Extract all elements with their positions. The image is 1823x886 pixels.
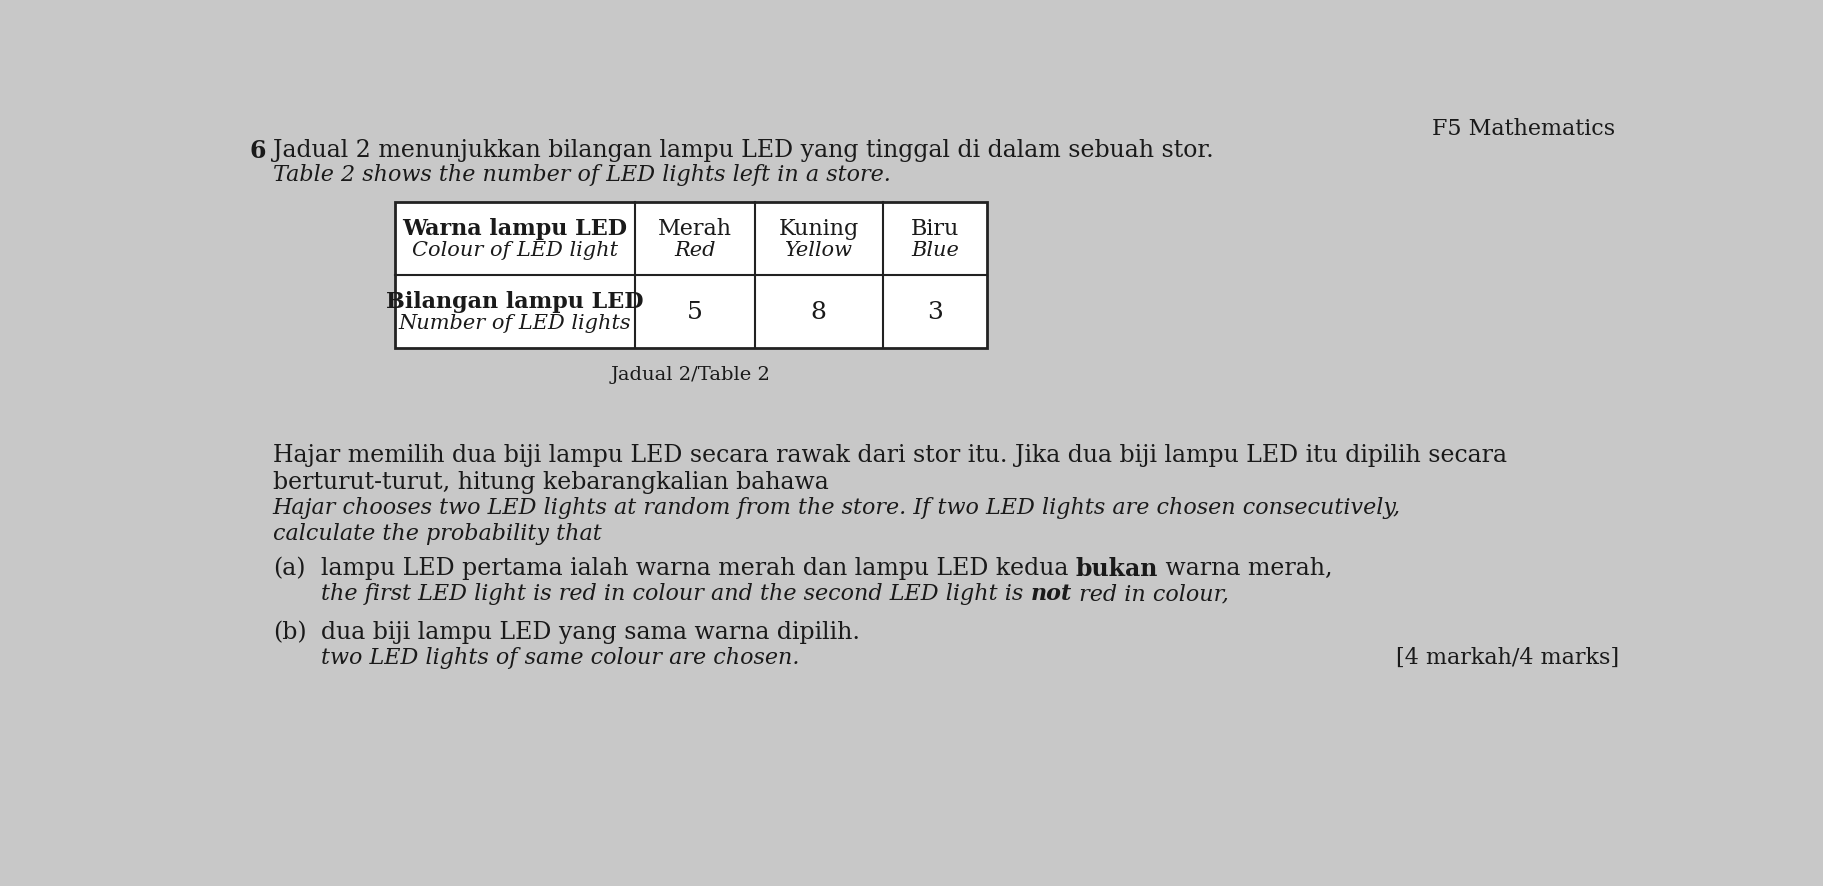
Text: Red: Red — [675, 241, 716, 260]
Text: lampu LED pertama ialah warna merah dan lampu LED kedua: lampu LED pertama ialah warna merah dan … — [321, 556, 1076, 579]
Bar — [394, 203, 988, 348]
Text: Bilangan lampu LED: Bilangan lampu LED — [386, 291, 644, 313]
Text: F5 Mathematics: F5 Mathematics — [1433, 118, 1615, 140]
Text: 6: 6 — [250, 138, 266, 163]
Text: Blue: Blue — [912, 241, 959, 260]
Text: Jadual 2 menunjukkan bilangan lampu LED yang tinggal di dalam sebuah stor.: Jadual 2 menunjukkan bilangan lampu LED … — [273, 138, 1214, 161]
Text: Warna lampu LED: Warna lampu LED — [403, 218, 627, 240]
Text: 8: 8 — [811, 300, 828, 323]
Text: the first LED light is red in colour and the second LED light is: the first LED light is red in colour and… — [321, 582, 1030, 604]
Text: dua biji lampu LED yang sama warna dipilih.: dua biji lampu LED yang sama warna dipil… — [321, 620, 860, 643]
Text: (a): (a) — [273, 556, 304, 579]
Text: not: not — [1030, 582, 1072, 604]
Text: Hajar memilih dua biji lampu LED secara rawak dari stor itu. Jika dua biji lampu: Hajar memilih dua biji lampu LED secara … — [273, 444, 1508, 467]
Text: red in colour,: red in colour, — [1072, 582, 1229, 604]
Text: 3: 3 — [928, 300, 942, 323]
Text: Table 2 shows the number of LED lights left in a store.: Table 2 shows the number of LED lights l… — [273, 164, 891, 186]
Text: calculate the probability that: calculate the probability that — [273, 523, 602, 544]
Text: [4 markah/4 marks]: [4 markah/4 marks] — [1396, 646, 1619, 668]
Text: two LED lights of same colour are chosen.: two LED lights of same colour are chosen… — [321, 646, 798, 668]
Text: Yellow: Yellow — [786, 241, 853, 260]
Text: (b): (b) — [273, 620, 306, 643]
Text: bukan: bukan — [1076, 556, 1158, 580]
Text: Jadual 2/Table 2: Jadual 2/Table 2 — [611, 366, 771, 384]
Text: Biru: Biru — [912, 218, 959, 240]
Text: Merah: Merah — [658, 218, 731, 240]
Text: Hajar chooses two LED lights at random from the store. If two LED lights are cho: Hajar chooses two LED lights at random f… — [273, 496, 1400, 518]
Text: warna merah,: warna merah, — [1158, 556, 1333, 579]
Text: 5: 5 — [687, 300, 702, 323]
Text: Colour of LED light: Colour of LED light — [412, 241, 618, 260]
Text: berturut-turut, hitung kebarangkalian bahawa: berturut-turut, hitung kebarangkalian ba… — [273, 470, 829, 494]
Text: Number of LED lights: Number of LED lights — [397, 315, 631, 333]
Text: Kuning: Kuning — [778, 218, 859, 240]
